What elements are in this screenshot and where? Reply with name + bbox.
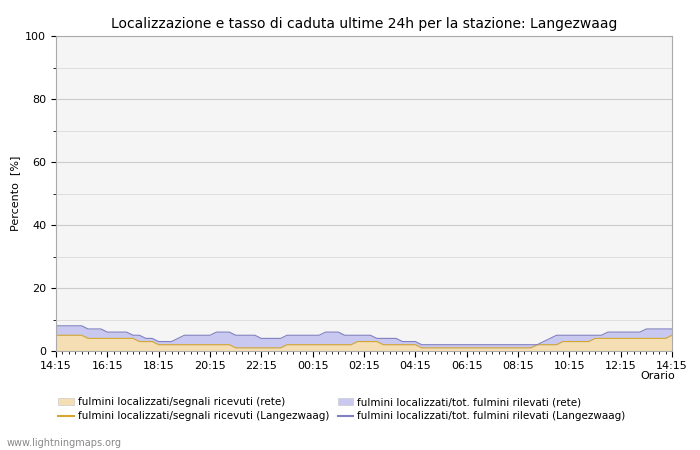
Text: Orario: Orario — [640, 371, 676, 381]
Text: www.lightningmaps.org: www.lightningmaps.org — [7, 438, 122, 448]
Legend: fulmini localizzati/segnali ricevuti (rete), fulmini localizzati/segnali ricevut: fulmini localizzati/segnali ricevuti (re… — [58, 397, 626, 421]
Y-axis label: Percento  [%]: Percento [%] — [10, 156, 20, 231]
Title: Localizzazione e tasso di caduta ultime 24h per la stazione: Langezwaag: Localizzazione e tasso di caduta ultime … — [111, 17, 617, 31]
